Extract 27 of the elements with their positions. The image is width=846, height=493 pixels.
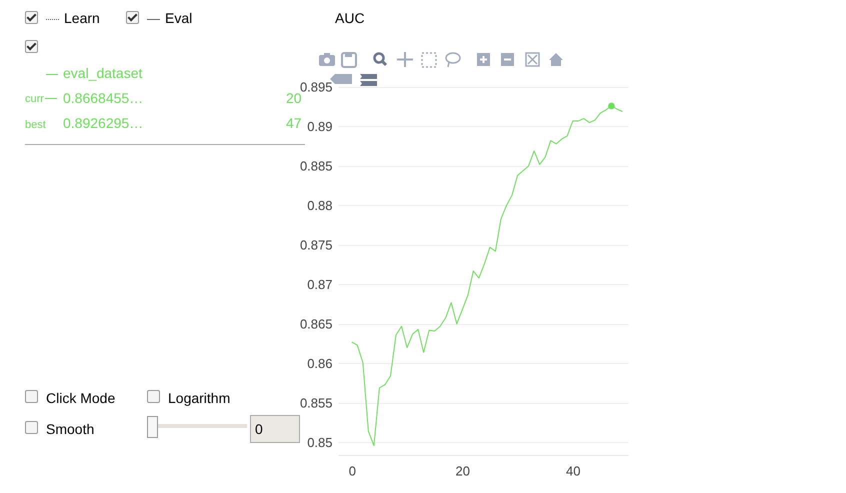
y-tick-label: 0.85 [307, 434, 332, 450]
text: Eval [165, 10, 192, 26]
number-field: 0 [250, 415, 300, 443]
y-tick-label: 0.89 [307, 118, 332, 134]
x-tick-label: 0 [348, 464, 356, 478]
x-tick-label: 20 [456, 464, 470, 478]
text: curr [25, 93, 44, 105]
y-tick-label: 0.865 [300, 316, 332, 332]
text: Learn [64, 10, 100, 26]
text: Logarithm [168, 390, 230, 406]
y-tick-label: 0.855 [300, 395, 332, 410]
text: 47 [286, 115, 302, 131]
x-tick-label: 40 [566, 464, 580, 478]
y-tick-label: 0.885 [300, 158, 332, 174]
legend-label: eval_dataset [63, 65, 142, 81]
text: best [25, 119, 46, 131]
text: Smooth [46, 421, 94, 437]
text: 20 [286, 90, 302, 106]
y-tick-label: 0.87 [307, 276, 332, 292]
y-tick-label: 0.895 [300, 80, 332, 94]
y-tick-label: 0.875 [300, 237, 332, 252]
text: 0.8926295… [63, 115, 144, 131]
text: 0.8668455… [63, 90, 144, 106]
chart-title: AUC [335, 10, 365, 26]
y-tick-label: 0.88 [307, 198, 332, 213]
y-tick-label: 0.86 [307, 356, 332, 371]
text: Click Mode [46, 390, 116, 406]
